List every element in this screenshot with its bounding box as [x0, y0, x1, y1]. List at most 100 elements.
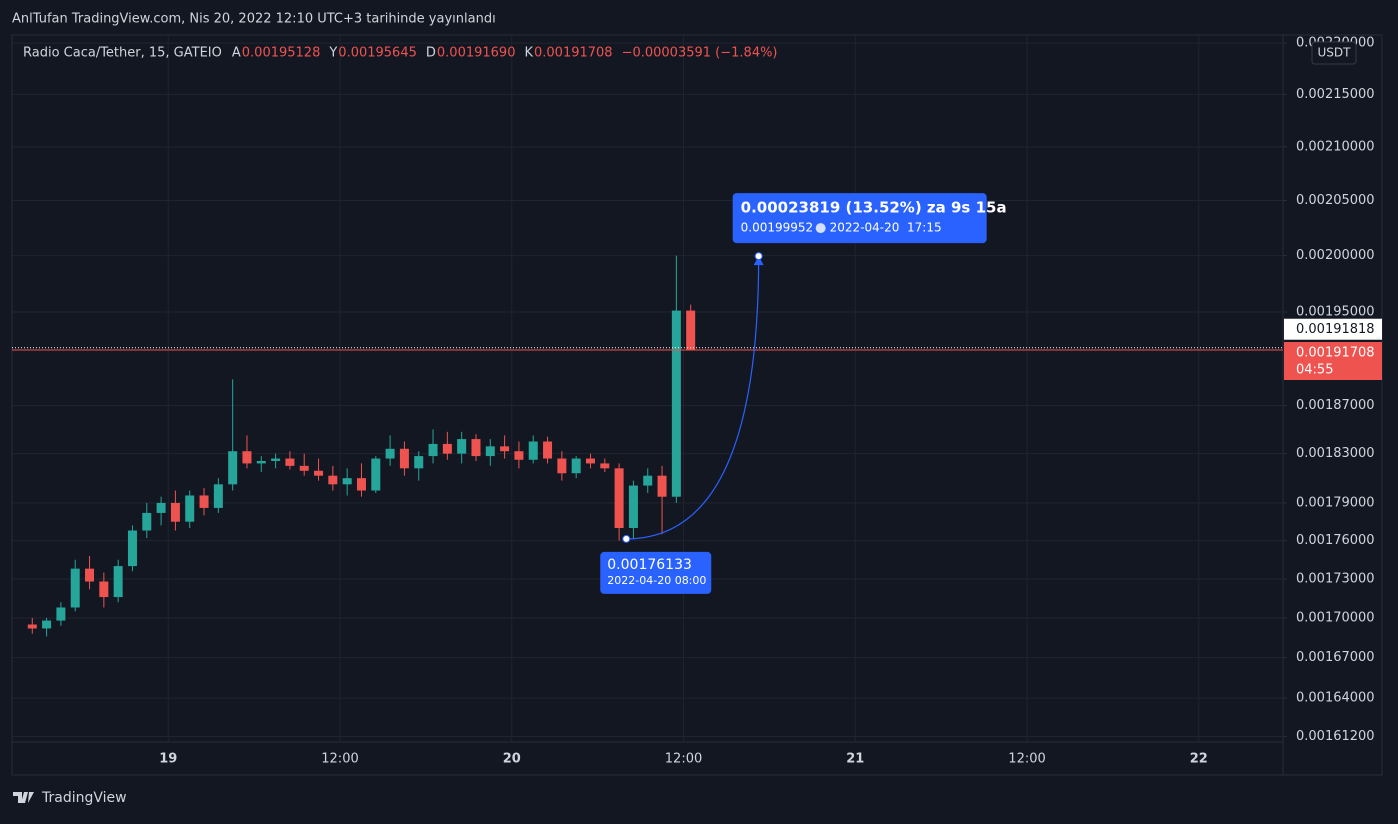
candle-body — [628, 485, 638, 528]
other-price-box — [1284, 318, 1382, 340]
y-tick-label: 0.00183000 — [1296, 446, 1375, 461]
candle-body — [457, 439, 467, 454]
y-tick-label: 0.00195000 — [1296, 305, 1375, 320]
candle-body — [271, 458, 281, 461]
candle-body — [242, 451, 252, 464]
y-tick-label: 0.00164000 — [1296, 691, 1375, 706]
candle-body — [99, 581, 109, 598]
candle-body — [256, 460, 266, 464]
ohlc-value: 0.00195128 — [242, 46, 321, 61]
candle-body — [428, 443, 438, 457]
candle-body — [686, 310, 696, 351]
candle-body — [113, 566, 123, 598]
candle-body — [314, 470, 324, 476]
measure-end-point — [754, 252, 763, 261]
change: −0.00003591 (−1.84%) — [622, 46, 778, 61]
y-tick-label: 0.00173000 — [1296, 571, 1375, 586]
candle-body — [585, 458, 595, 464]
ohlc-key: Y — [328, 46, 337, 61]
candle-body — [85, 568, 95, 582]
candle-body — [127, 530, 137, 567]
candle-body — [557, 458, 567, 474]
measure-annotation: 0.00023819 (13.52%) za 9s 15a 0.00199952 2… — [600, 193, 1007, 594]
published-note: AnlTufan TradingView.com, Nis 20, 2022 1… — [12, 12, 496, 27]
candle-body — [500, 446, 510, 452]
measure-box — [732, 193, 987, 244]
currency-box[interactable] — [1311, 41, 1357, 65]
candle-body — [342, 478, 352, 485]
candle-body — [399, 448, 409, 469]
candle-body — [643, 475, 653, 486]
candle-body — [299, 465, 309, 471]
y-tick-label: 0.00210000 — [1296, 139, 1375, 154]
measure-end-price: 0.00199952 — [741, 221, 814, 235]
header: Radio Caca/Tether, 15, GATEIO A 0.0019512… — [23, 46, 778, 61]
last-price-label: 0.00191708 — [1296, 346, 1375, 361]
measure-start-point — [622, 534, 631, 543]
candle-body — [657, 475, 667, 497]
x-tick-label: 20 — [503, 752, 521, 767]
candle-body — [185, 495, 195, 522]
logo-text: TradingView — [41, 790, 127, 806]
y-tick-label: 0.00167000 — [1296, 650, 1375, 665]
candle-body — [42, 620, 52, 629]
x-tick-label: 22 — [1190, 752, 1208, 767]
measure-arrow — [753, 256, 764, 266]
y-tick-label: 0.00179000 — [1296, 495, 1375, 510]
candle-body — [213, 484, 223, 508]
ohlc-key: A — [232, 46, 241, 61]
candle-body — [485, 446, 495, 457]
symbol: Radio Caca/Tether, 15, GATEIO — [23, 46, 222, 61]
ohlc-key: D — [426, 46, 436, 61]
candle-body — [371, 458, 381, 491]
x-tick-label: 12:00 — [1008, 752, 1045, 767]
grid — [12, 35, 1283, 742]
x-tick-label: 19 — [159, 752, 177, 767]
candle-body — [228, 451, 238, 485]
candle-body — [70, 568, 80, 608]
candle-body — [170, 502, 180, 522]
currency: USDT — [1318, 46, 1352, 60]
candle-body — [600, 463, 610, 469]
other-price-label: 0.00191818 — [1296, 322, 1375, 337]
y-tick-label: 0.00170000 — [1296, 610, 1375, 625]
measure-end-time: 2022-04-20 17:15 — [830, 221, 942, 235]
candle-body — [414, 456, 424, 469]
measure-start-box — [600, 551, 712, 594]
ohlc-value: 0.00191690 — [437, 46, 516, 61]
measure-start-price: 0.00176133 — [607, 557, 692, 573]
candle-body — [285, 458, 295, 466]
candle-body — [27, 624, 37, 629]
candle-body — [328, 475, 338, 485]
candle-body — [528, 441, 538, 460]
measure-start-time: 2022-04-20 08:00 — [607, 574, 706, 587]
logo-icon — [13, 792, 34, 803]
x-tick-label: 12:00 — [321, 752, 358, 767]
logo: TradingView — [13, 790, 127, 806]
measure-label: 0.00023819 (13.52%) za 9s 15a — [741, 199, 1007, 217]
candle-body — [385, 448, 395, 459]
y-tick-label: 0.00187000 — [1296, 398, 1375, 413]
candle-body — [471, 439, 481, 457]
x-tick-label: 21 — [846, 752, 864, 767]
last-price-box — [1284, 342, 1382, 381]
clock-icon — [815, 223, 826, 234]
candle-body — [614, 468, 624, 528]
candle-body — [199, 495, 209, 508]
y-tick-label: 0.00200000 — [1296, 248, 1375, 263]
countdown: 04:55 — [1296, 363, 1333, 378]
candle-body — [514, 451, 524, 460]
candle-body — [142, 512, 152, 531]
candle-body — [442, 443, 452, 454]
candle-body — [156, 502, 166, 513]
y-tick-label: 0.00205000 — [1296, 193, 1375, 208]
candle-body — [543, 441, 553, 459]
candle-body — [356, 478, 366, 491]
candle-body — [571, 458, 581, 474]
x-tick-label: 12:00 — [665, 752, 702, 767]
plot — [12, 255, 1283, 637]
ohlc-value: 0.00191708 — [534, 46, 613, 61]
